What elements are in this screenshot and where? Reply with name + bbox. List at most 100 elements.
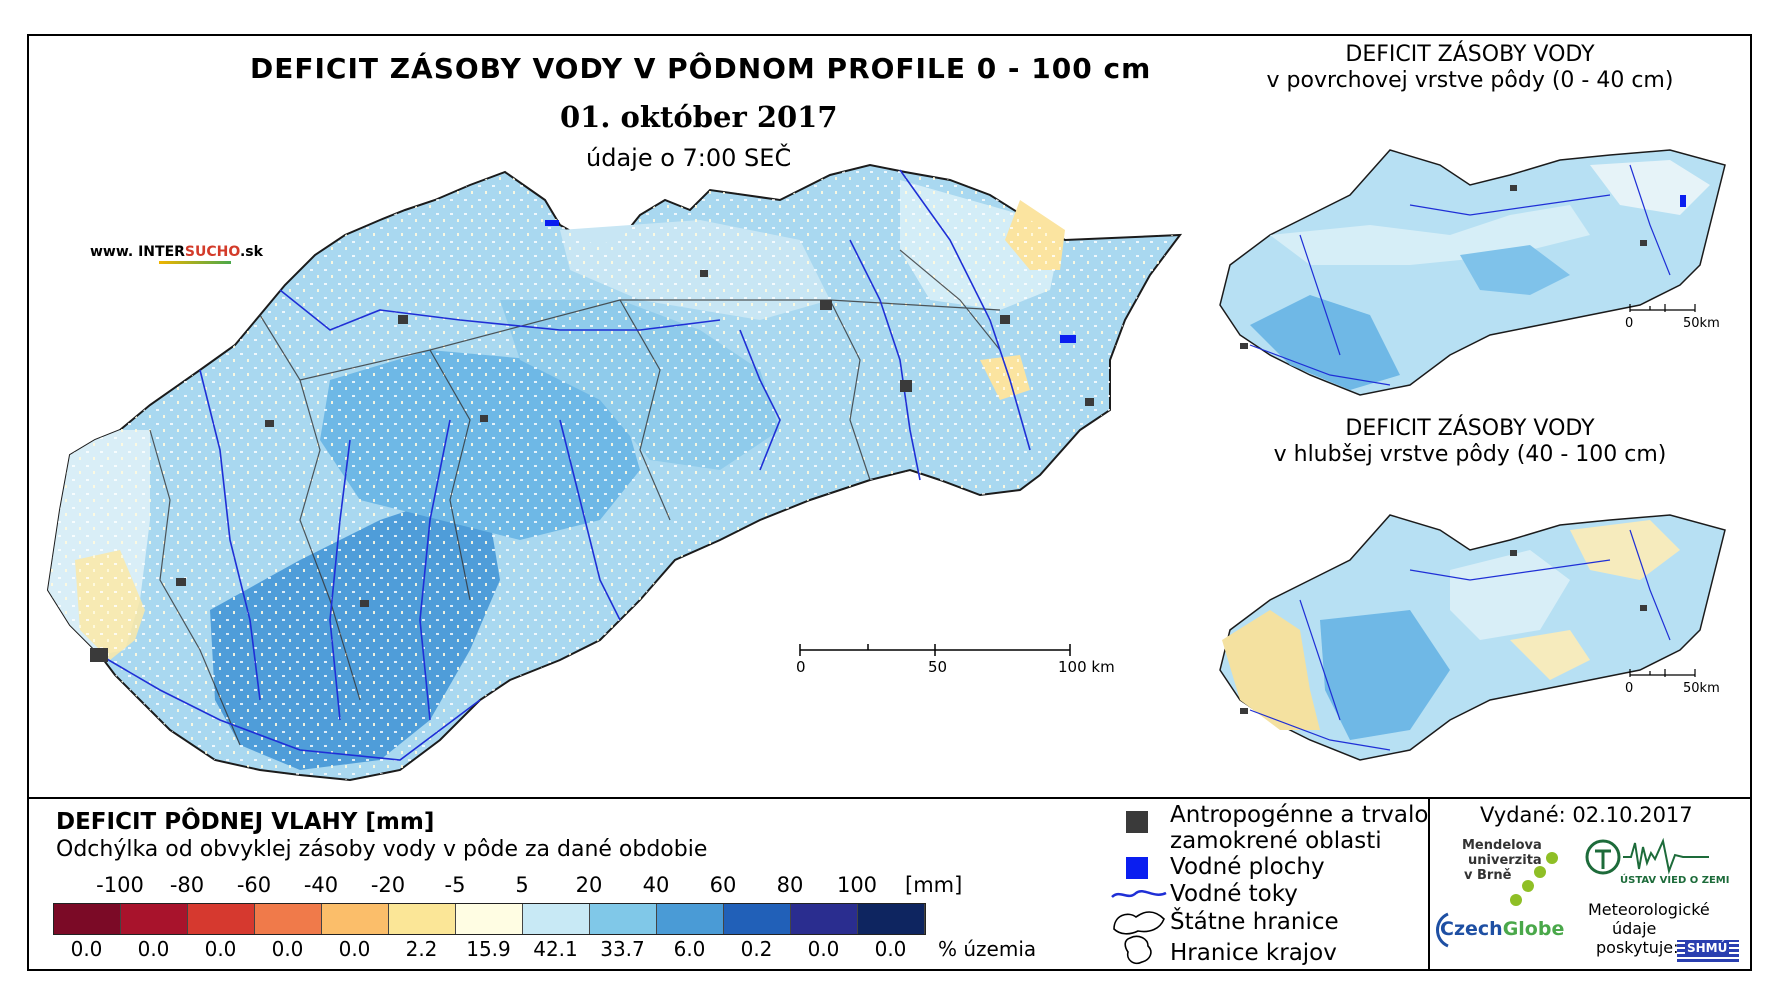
czechglobe-part-a: Czech xyxy=(1440,918,1503,940)
region-border-label: Hranice krajov xyxy=(1170,940,1337,966)
color-swatch xyxy=(389,904,456,934)
intersucho-link[interactable]: www. INTERSUCHO.sk xyxy=(90,244,263,260)
mendel-line-3: v Brně xyxy=(1464,868,1512,883)
main-title: DEFICIT ZÁSOBY VODY V PÔDNOM PROFILE 0 -… xyxy=(250,52,1152,85)
data-time: údaje o 7:00 SEČ xyxy=(586,144,792,172)
mendel-dots-logo xyxy=(1510,852,1558,906)
legend-tick-label: 20 xyxy=(575,873,603,897)
brand-suffix: .sk xyxy=(239,244,263,260)
legend-percentage: 0.0 xyxy=(338,937,371,961)
water-areas xyxy=(545,220,1076,343)
mendel-line-2: univerzita xyxy=(1468,853,1542,868)
meteo-line-2: údaje xyxy=(1612,919,1657,938)
percentage-unit: % územia xyxy=(938,937,1037,961)
inset-bottom-title-line2: v hlubšej vrstve pôdy (40 - 100 cm) xyxy=(1273,442,1667,467)
inset-bottom-scale-0: 0 xyxy=(1625,681,1634,696)
legend-tick-label: 100 xyxy=(836,873,878,897)
legend-subtitle: Odchýlka od obvyklej zásoby vody v pôde … xyxy=(56,837,708,862)
legend-percentage: 33.7 xyxy=(600,937,645,961)
speckle-overlay xyxy=(48,165,1180,780)
legend-percentage: 2.2 xyxy=(405,937,438,961)
inset-top-scale-50: 50km xyxy=(1683,316,1720,331)
map-frame xyxy=(27,34,1752,971)
meteo-line-1: Meteorologické xyxy=(1588,900,1710,919)
mendel-line-1: Mendelova xyxy=(1462,838,1542,853)
czechglobe-arc xyxy=(1436,912,1449,948)
ustav-label: ÚSTAV VIED O ZEMI xyxy=(1620,875,1730,886)
inset-bottom-scale-bar xyxy=(1629,669,1696,677)
color-swatch xyxy=(188,904,255,934)
color-swatch xyxy=(456,904,523,934)
brand-accent: SUCHO xyxy=(184,244,240,260)
color-swatch xyxy=(858,904,925,934)
streams-symbol xyxy=(1111,890,1167,898)
anthropogenic-label-1: Antropogénne a trvalo xyxy=(1170,802,1429,828)
brand-underline xyxy=(159,261,231,264)
state-border-symbol xyxy=(1113,911,1165,935)
shmu-logo: SHMÚ xyxy=(1677,940,1739,962)
legend-percentage: 0.0 xyxy=(874,937,907,961)
legend-percentage: 0.0 xyxy=(271,937,304,961)
legend-percentage: 42.1 xyxy=(533,937,578,961)
legend-percentage: 6.0 xyxy=(673,937,706,961)
legend-percentage: 0.0 xyxy=(137,937,170,961)
water-areas-swatch xyxy=(1126,857,1148,879)
inset-bottom-title-line1: DEFICIT ZÁSOBY VODY xyxy=(1345,416,1595,441)
color-scale xyxy=(53,903,926,935)
color-swatch xyxy=(657,904,724,934)
inset-top-scale-bar xyxy=(1629,304,1696,312)
legend-tick-label: -40 xyxy=(303,873,339,897)
color-swatch xyxy=(255,904,322,934)
shmu-label: SHMÚ xyxy=(1685,941,1730,955)
streams-label: Vodné toky xyxy=(1170,881,1298,907)
anthropogenic-swatch xyxy=(1126,811,1148,833)
legend-tick-label: 5 xyxy=(515,873,529,897)
legend-tick-label: -100 xyxy=(96,873,144,897)
czechglobe-logo: CzechGlobe xyxy=(1440,918,1564,940)
region-borders xyxy=(149,249,1001,746)
legend-percentage: 0.0 xyxy=(204,937,237,961)
state-border-label: Štátne hranice xyxy=(1170,909,1339,935)
legend-tick-label: 80 xyxy=(776,873,804,897)
legend-tick-label: -5 xyxy=(444,873,466,897)
main-scale-50: 50 xyxy=(928,658,948,676)
issued-date: Vydané: 02.10.2017 xyxy=(1480,803,1693,827)
color-swatch xyxy=(54,904,121,934)
rivers xyxy=(99,169,1031,761)
color-swatch xyxy=(322,904,389,934)
credits-divider xyxy=(1428,797,1430,971)
color-swatch xyxy=(791,904,858,934)
legend-title: DEFICIT PÔDNEJ VLAHY [mm] xyxy=(56,809,435,835)
meteo-line-3: poskytuje: xyxy=(1596,938,1679,957)
brand-prefix: www. INTER xyxy=(90,244,185,260)
inset-bottom-map xyxy=(1219,514,1726,761)
inset-top-title-line2: v povrchovej vrstve pôdy (0 - 40 cm) xyxy=(1266,68,1674,93)
legend-panel xyxy=(27,797,1752,971)
ustav-logo xyxy=(1585,837,1709,875)
inset-top-scale-0: 0 xyxy=(1625,316,1634,331)
water-areas-label: Vodné plochy xyxy=(1170,854,1325,880)
legend-percentage: 0.0 xyxy=(70,937,103,961)
legend-unit: [mm] xyxy=(905,873,963,897)
inset-bottom-scale-50: 50km xyxy=(1683,681,1720,696)
color-swatch xyxy=(724,904,791,934)
main-scale-bar xyxy=(799,644,1071,656)
legend-percentage: 0.2 xyxy=(740,937,773,961)
legend-tick-label: -80 xyxy=(169,873,205,897)
color-swatch xyxy=(121,904,188,934)
czechglobe-part-b: Globe xyxy=(1502,918,1565,940)
main-scale-0: 0 xyxy=(796,658,806,676)
map-date: 01. október 2017 xyxy=(560,100,838,134)
legend-tick-label: 60 xyxy=(709,873,737,897)
region-border-symbol xyxy=(1124,935,1152,965)
legend-percentage: 0.0 xyxy=(807,937,840,961)
legend-tick-label: -60 xyxy=(236,873,272,897)
inset-top-map xyxy=(1219,149,1726,396)
anthropogenic-label-2: zamokrené oblasti xyxy=(1170,828,1382,854)
main-scale-100: 100 km xyxy=(1058,658,1115,676)
inset-top-title-line1: DEFICIT ZÁSOBY VODY xyxy=(1345,42,1595,67)
legend-tick-label: 40 xyxy=(642,873,670,897)
legend-tick-label: -20 xyxy=(370,873,406,897)
color-swatch xyxy=(590,904,657,934)
